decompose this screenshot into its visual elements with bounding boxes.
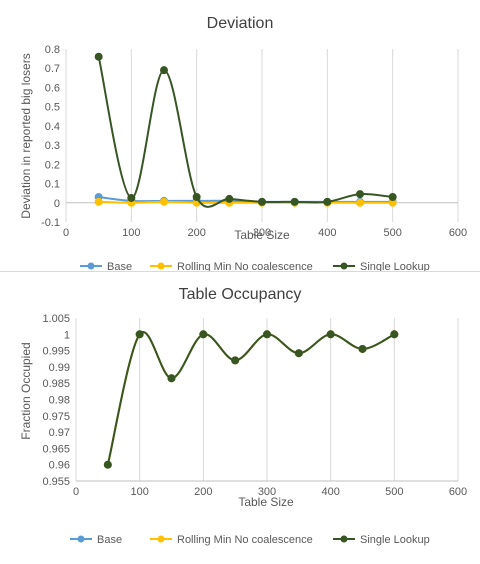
data-point [323, 197, 332, 206]
series-line-base [106, 331, 395, 465]
x-tick-label: 400 [318, 227, 336, 239]
y-tick-label: 0.4 [45, 121, 60, 133]
series-line-single-lookup [106, 331, 395, 465]
legend-swatch-marker [340, 262, 348, 270]
legend-swatch-marker [340, 535, 348, 543]
y-tick-label: 1.005 [42, 313, 70, 325]
x-tick-label: 0 [73, 486, 79, 498]
data-point [103, 460, 112, 469]
legend-swatch-marker [87, 262, 95, 270]
series-line-rolling-min-no-coalescence [98, 200, 393, 204]
data-point [231, 356, 240, 365]
y-tick-label: 0.2 [45, 159, 60, 171]
data-point [94, 52, 103, 61]
deviation-plot-area: -0.100.10.20.30.40.50.60.70.80 100 200 300 4… [41, 44, 467, 239]
x-tick-label: 400 [321, 486, 339, 498]
data-point [167, 374, 176, 383]
y-tick-label: 0.5 [45, 102, 60, 114]
legend-swatch-marker [157, 535, 165, 543]
data-point [127, 193, 136, 202]
y-tick-label: 0.975 [42, 411, 70, 423]
data-point [388, 193, 397, 202]
y-tick-label: 0.97 [49, 427, 70, 439]
data-point [160, 66, 168, 75]
data-point [358, 344, 367, 353]
data-point [199, 330, 208, 339]
legend-label: Rolling Min No coalescence [177, 534, 313, 546]
y-tick-label: 0.3 [45, 140, 60, 152]
y-tick-label: 0.7 [45, 63, 60, 75]
y-tick-label: 0.98 [49, 395, 70, 407]
data-point [94, 197, 103, 206]
occupancy-chart-svg: Table Occupancy 0.9550.960.9650.970.9750… [19, 286, 467, 546]
chart-divider [0, 271, 480, 272]
occupancy-legend: Base Rolling Min No coalescence Single Loo… [70, 534, 430, 546]
data-point [390, 330, 399, 339]
x-axis-title: Table Size [234, 228, 290, 242]
data-point [294, 349, 303, 358]
data-point [356, 198, 364, 207]
series-line-rolling-min-no-coalescence [106, 331, 395, 465]
deviation-legend: Base Rolling Min No coalescence Single Loo… [80, 261, 430, 273]
x-tick-label: 300 [258, 486, 276, 498]
data-point [135, 330, 144, 339]
deviation-chart-svg: Deviation -0.100.10.20.30.40.50.60.70.80… [19, 15, 467, 273]
y-tick-label: 1 [64, 329, 70, 341]
chart-title: Table Occupancy [179, 286, 302, 303]
x-tick-label: 600 [449, 486, 467, 498]
legend-label: Single Lookup [360, 261, 430, 272]
data-point [290, 197, 299, 206]
data-point [356, 190, 364, 199]
deviation-chart: Deviation -0.1 0 0.1 0.2 0.3 0.4 0.5 0.6 0.7 0.8 0… [0, 0, 480, 273]
data-point [326, 330, 335, 339]
y-tick-label: 0.96 [49, 460, 70, 472]
data-point [258, 197, 266, 206]
legend-label: Single Lookup [360, 534, 430, 546]
legend-label: Base [97, 534, 122, 546]
y-tick-label: -0.1 [41, 217, 60, 229]
legend-swatch-marker [77, 535, 85, 543]
data-point [160, 197, 168, 206]
y-tick-label: 0.8 [45, 44, 60, 56]
series-line-single-lookup [97, 56, 393, 208]
x-axis-title: Table Size [238, 495, 294, 509]
table-occupancy-chart: Table Occupancy 0.955 0.96 0.965 0.97 0.975 0… [0, 272, 480, 559]
y-tick-label: 0.985 [42, 378, 70, 390]
legend-label: Base [107, 261, 132, 272]
x-tick-label: 200 [187, 227, 205, 239]
y-axis-title: Fraction Occupied [19, 342, 33, 439]
x-tick-label: 500 [383, 227, 401, 239]
x-tick-label: 0 [63, 227, 69, 239]
y-tick-label: 0.995 [42, 346, 70, 358]
data-point [263, 330, 271, 339]
x-tick-label: 300 [253, 227, 271, 239]
x-tick-label: 200 [194, 486, 212, 498]
x-tick-label: 100 [130, 486, 148, 498]
y-tick-label: 0.1 [45, 179, 60, 191]
legend-swatch-marker [157, 262, 165, 270]
legend-label: Rolling Min No coalescence [177, 261, 313, 272]
occupancy-plot-area: 0.955 0.96 0.965 0.97 0.975 0.98 0.985 0.99 0.99… [42, 313, 467, 498]
data-point [192, 193, 201, 202]
y-tick-label: 0.6 [45, 82, 60, 94]
x-tick-label: 600 [449, 227, 467, 239]
y-tick-label: 0.955 [42, 476, 70, 488]
y-tick-label: 0 [54, 198, 60, 210]
x-tick-label: 500 [385, 486, 403, 498]
data-point [225, 194, 234, 203]
y-axis-title: Deviation in reported big losers [19, 53, 33, 218]
y-tick-label: 0.965 [42, 443, 70, 455]
chart-title: Deviation [207, 15, 274, 32]
y-tick-label: 0.99 [49, 362, 70, 374]
x-tick-label: 100 [122, 227, 140, 239]
